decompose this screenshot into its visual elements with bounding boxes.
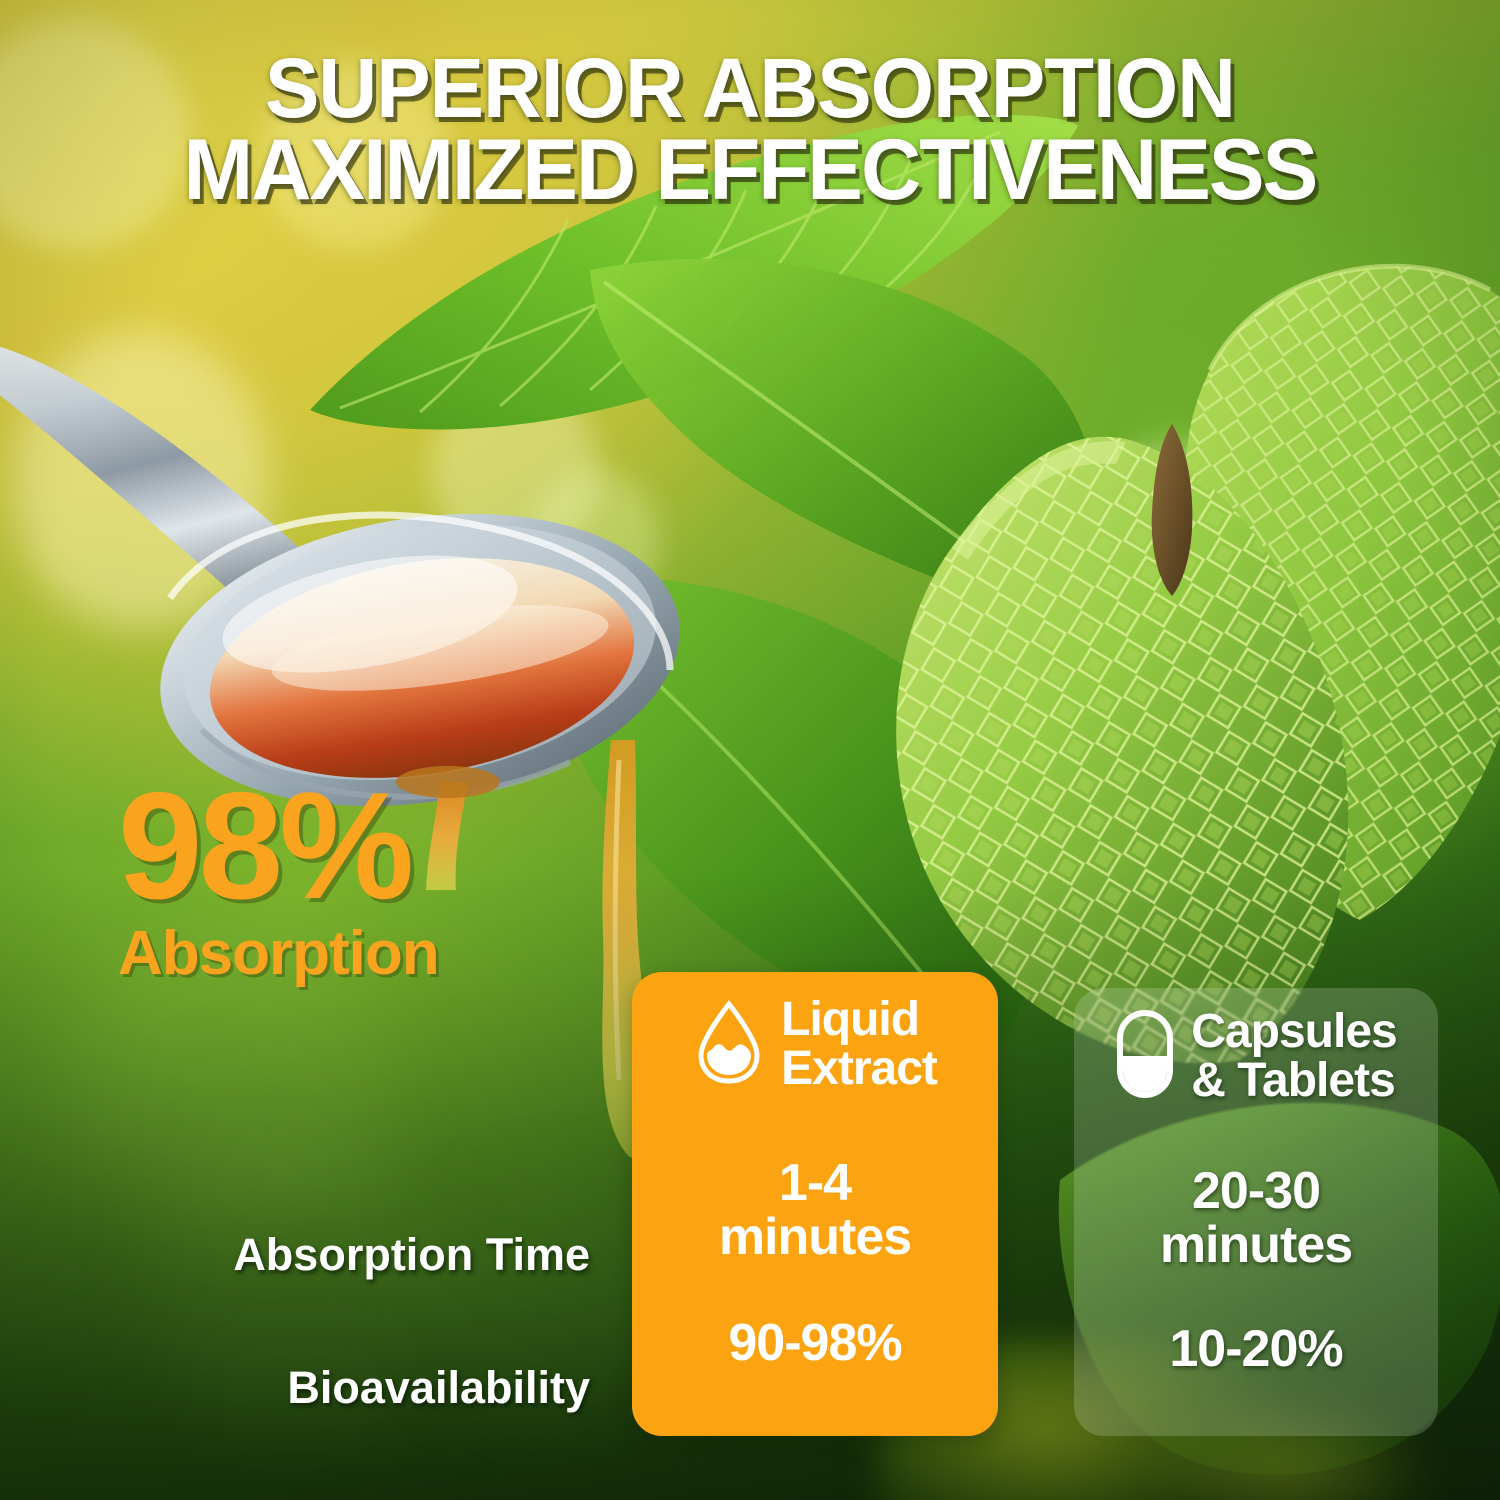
value-bioavailability-capsules: 10-20% — [1169, 1320, 1343, 1379]
card-title-capsules: Capsules & Tablets — [1191, 1005, 1397, 1107]
absorption-highlight: 98% Absorption — [118, 761, 440, 988]
card-title-line-2: & Tablets — [1191, 1053, 1395, 1107]
comparison-row-labels: Absorption Time Bioavailability — [120, 1232, 590, 1410]
card-title-liquid: Liquid Extract — [781, 993, 938, 1095]
absorption-percent-value: 98% — [118, 761, 414, 931]
row-label-bioavailability: Bioavailability — [287, 1362, 590, 1413]
value-absorption-time-liquid: 1-4 minutes — [718, 1153, 912, 1266]
water-drop-icon — [693, 999, 765, 1090]
card-header: Capsules & Tablets — [1101, 1005, 1410, 1107]
capsule-pill-icon — [1115, 1008, 1175, 1105]
value-line-1: 1-4 — [778, 1153, 852, 1212]
value-line-2: minutes — [1159, 1215, 1353, 1274]
card-header: Liquid Extract — [679, 993, 951, 1095]
row-label-absorption-time: Absorption Time — [233, 1229, 590, 1280]
card-liquid-extract[interactable]: Liquid Extract 1-4 minutes 90-98% — [632, 972, 998, 1436]
headline-line-1: SUPERIOR ABSORPTION — [265, 41, 1236, 135]
page-title: SUPERIOR ABSORPTION MAXIMIZED EFFECTIVEN… — [23, 46, 1478, 218]
headline-line-2: MAXIMIZED EFFECTIVENESS — [183, 121, 1319, 218]
value-line-1: 20-30 — [1192, 1161, 1321, 1220]
value-bioavailability-liquid: 90-98% — [728, 1314, 902, 1373]
card-capsules-tablets[interactable]: Capsules & Tablets 20-30 minutes 10-20% — [1074, 988, 1438, 1436]
card-title-line-1: Capsules — [1191, 1005, 1397, 1058]
absorption-percent-label: Absorption — [118, 918, 440, 988]
value-line-2: minutes — [718, 1207, 912, 1266]
value-absorption-time-capsules: 20-30 minutes — [1159, 1161, 1353, 1274]
card-title-line-2: Extract — [781, 1041, 938, 1095]
card-title-line-1: Liquid — [781, 993, 920, 1046]
